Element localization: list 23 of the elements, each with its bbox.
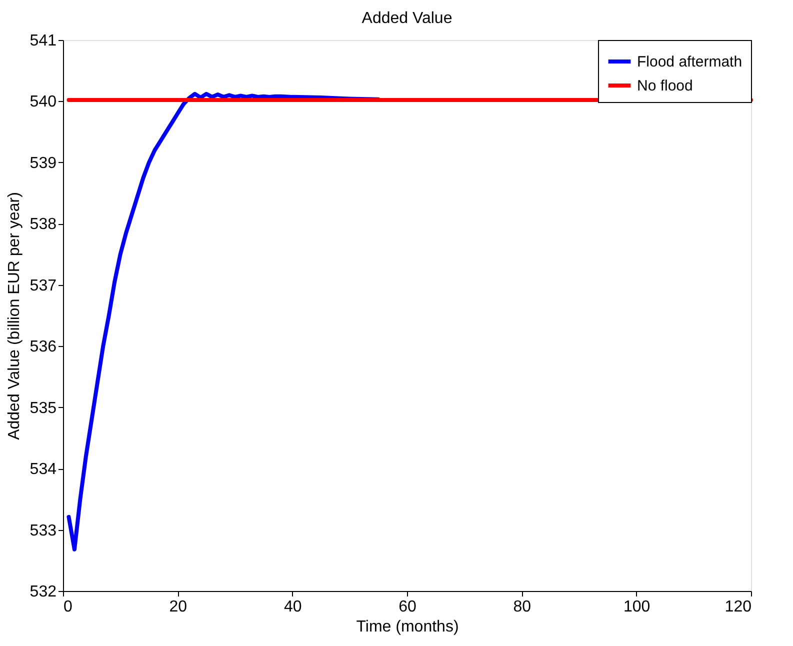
y-tick-label: 535 — [30, 400, 57, 417]
y-tick-label: 534 — [30, 461, 57, 478]
x-tick-label: 60 — [398, 598, 416, 616]
x-tick-label: 80 — [513, 598, 532, 616]
chart-title: Added Value — [362, 10, 452, 27]
y-tick-label: 532 — [30, 584, 57, 600]
legend-label: No flood — [637, 78, 693, 94]
line-series — [66, 92, 380, 552]
y-tick-label: 537 — [30, 277, 57, 294]
x-tick-label: 120 — [724, 598, 752, 616]
y-tick-label: 533 — [30, 522, 57, 540]
x-axis-title: Time (months) — [356, 618, 459, 636]
y-tick-label: 539 — [30, 154, 57, 172]
x-tick-label: 20 — [169, 598, 188, 616]
x-tick-label: 40 — [284, 598, 302, 616]
y-axis-title: Added Value (billion EUR per year) — [6, 192, 23, 440]
y-tick-label: 536 — [30, 338, 57, 356]
y-tick-label: 538 — [30, 216, 57, 234]
x-tick-label: 0 — [64, 598, 72, 616]
legend-label: Flood aftermath — [637, 54, 742, 70]
y-tick-label: 540 — [30, 94, 57, 111]
y-tick-label: 541 — [30, 32, 57, 50]
x-tick-label: 100 — [623, 598, 650, 616]
